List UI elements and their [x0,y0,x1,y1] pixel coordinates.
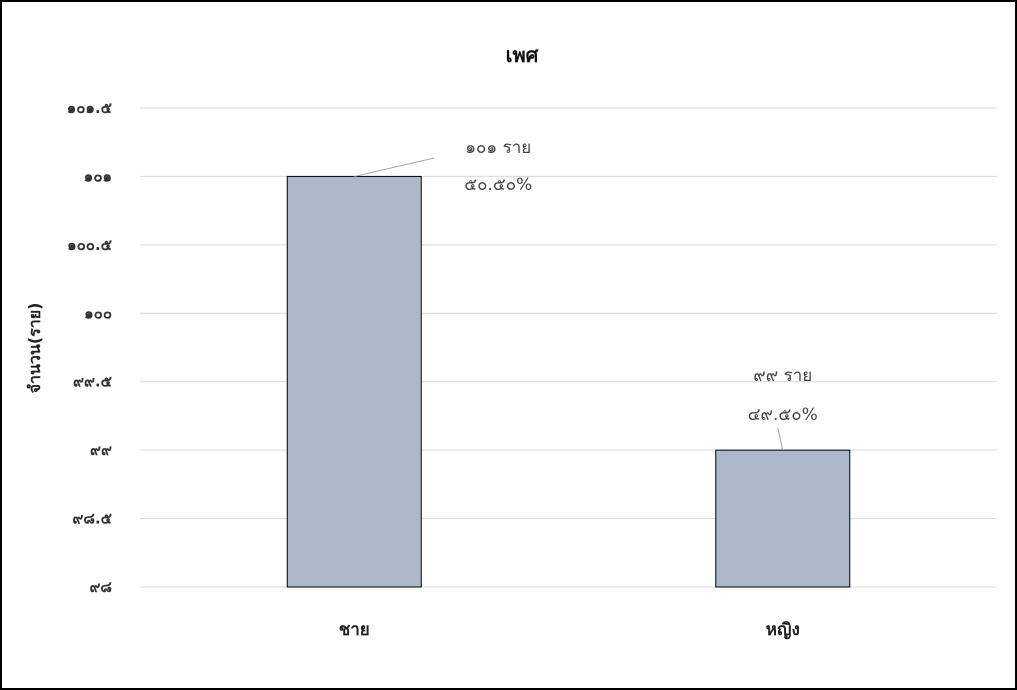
y-tick-label: ๑๐๐.๕ [67,236,113,254]
data-label-percent: ๔๙.๕๐% [748,405,818,425]
x-category-label: หญิง [766,620,800,640]
bar [286,175,422,588]
bar [715,449,851,588]
y-tick-label: ๙๙.๕ [73,373,113,391]
bars [286,175,851,588]
y-tick-label: ๙๙ [90,441,112,459]
data-label-count: ๑๐๑ ราย [465,138,531,158]
y-tick-label: ๙๘.๕ [72,510,112,528]
y-tick-label: ๑๐๐ [84,304,112,322]
chart-title: เพศ [506,43,540,67]
y-axis-label: จำนวน(ราย) [25,303,44,394]
y-tick-label: ๙๘ [89,578,112,596]
data-label-percent: ๕๐.๕๐% [464,175,532,195]
data-label-leader-line [354,157,435,177]
data-label-count: ๙๙ ราย [753,366,812,386]
x-category-label: ชาย [339,620,370,640]
data-label-leader-line [777,427,784,451]
y-tick-label: ๑๐๑ [84,167,112,185]
gridlines [140,107,997,588]
y-tick-label: ๑๐๑.๕ [67,99,113,117]
